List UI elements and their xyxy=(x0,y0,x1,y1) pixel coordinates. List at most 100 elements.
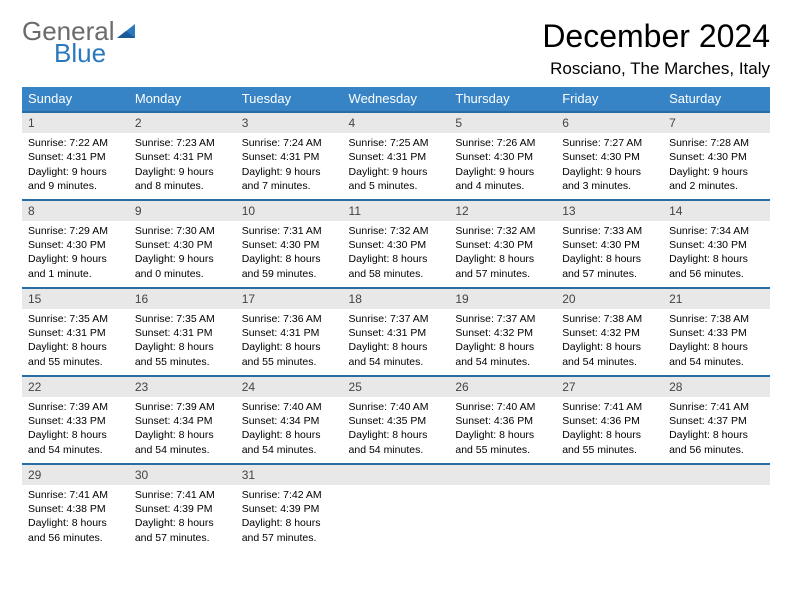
sunrise-line: Sunrise: 7:25 AM xyxy=(349,136,444,150)
day-cell: 3Sunrise: 7:24 AMSunset: 4:31 PMDaylight… xyxy=(236,111,343,199)
daylight-line: Daylight: 8 hours and 56 minutes. xyxy=(669,252,764,280)
sunset-line: Sunset: 4:33 PM xyxy=(669,326,764,340)
empty-day-cell xyxy=(556,463,663,551)
day-body: Sunrise: 7:38 AMSunset: 4:33 PMDaylight:… xyxy=(663,309,770,375)
day-number: 31 xyxy=(236,463,343,485)
sunset-line: Sunset: 4:30 PM xyxy=(669,238,764,252)
sunrise-line: Sunrise: 7:29 AM xyxy=(28,224,123,238)
sunrise-line: Sunrise: 7:41 AM xyxy=(669,400,764,414)
daylight-line: Daylight: 9 hours and 9 minutes. xyxy=(28,165,123,193)
day-body: Sunrise: 7:34 AMSunset: 4:30 PMDaylight:… xyxy=(663,221,770,287)
sunrise-line: Sunrise: 7:39 AM xyxy=(28,400,123,414)
sunrise-line: Sunrise: 7:38 AM xyxy=(669,312,764,326)
day-body: Sunrise: 7:38 AMSunset: 4:32 PMDaylight:… xyxy=(556,309,663,375)
sunrise-line: Sunrise: 7:27 AM xyxy=(562,136,657,150)
day-body: Sunrise: 7:22 AMSunset: 4:31 PMDaylight:… xyxy=(22,133,129,199)
sunrise-line: Sunrise: 7:36 AM xyxy=(242,312,337,326)
daylight-line: Daylight: 8 hours and 58 minutes. xyxy=(349,252,444,280)
logo: General Blue xyxy=(22,18,137,66)
daylight-line: Daylight: 8 hours and 54 minutes. xyxy=(669,340,764,368)
sunset-line: Sunset: 4:31 PM xyxy=(242,326,337,340)
day-cell: 16Sunrise: 7:35 AMSunset: 4:31 PMDayligh… xyxy=(129,287,236,375)
sunrise-line: Sunrise: 7:22 AM xyxy=(28,136,123,150)
day-body: Sunrise: 7:35 AMSunset: 4:31 PMDaylight:… xyxy=(22,309,129,375)
day-body: Sunrise: 7:29 AMSunset: 4:30 PMDaylight:… xyxy=(22,221,129,287)
daylight-line: Daylight: 8 hours and 54 minutes. xyxy=(28,428,123,456)
day-body: Sunrise: 7:37 AMSunset: 4:31 PMDaylight:… xyxy=(343,309,450,375)
sunset-line: Sunset: 4:35 PM xyxy=(349,414,444,428)
day-body: Sunrise: 7:26 AMSunset: 4:30 PMDaylight:… xyxy=(449,133,556,199)
day-body: Sunrise: 7:42 AMSunset: 4:39 PMDaylight:… xyxy=(236,485,343,551)
sunset-line: Sunset: 4:31 PM xyxy=(349,150,444,164)
sunrise-line: Sunrise: 7:40 AM xyxy=(349,400,444,414)
day-cell: 17Sunrise: 7:36 AMSunset: 4:31 PMDayligh… xyxy=(236,287,343,375)
location-text: Rosciano, The Marches, Italy xyxy=(542,59,770,79)
day-cell: 9Sunrise: 7:30 AMSunset: 4:30 PMDaylight… xyxy=(129,199,236,287)
day-cell: 31Sunrise: 7:42 AMSunset: 4:39 PMDayligh… xyxy=(236,463,343,551)
day-cell: 27Sunrise: 7:41 AMSunset: 4:36 PMDayligh… xyxy=(556,375,663,463)
day-body: Sunrise: 7:36 AMSunset: 4:31 PMDaylight:… xyxy=(236,309,343,375)
day-number: 2 xyxy=(129,111,236,133)
empty-day-cell xyxy=(449,463,556,551)
day-body: Sunrise: 7:40 AMSunset: 4:34 PMDaylight:… xyxy=(236,397,343,463)
daylight-line: Daylight: 8 hours and 54 minutes. xyxy=(135,428,230,456)
day-number: 22 xyxy=(22,375,129,397)
daylight-line: Daylight: 8 hours and 57 minutes. xyxy=(455,252,550,280)
day-number: 23 xyxy=(129,375,236,397)
sunrise-line: Sunrise: 7:34 AM xyxy=(669,224,764,238)
sunrise-line: Sunrise: 7:31 AM xyxy=(242,224,337,238)
daylight-line: Daylight: 9 hours and 8 minutes. xyxy=(135,165,230,193)
day-cell: 13Sunrise: 7:33 AMSunset: 4:30 PMDayligh… xyxy=(556,199,663,287)
daylight-line: Daylight: 9 hours and 2 minutes. xyxy=(669,165,764,193)
day-number: 25 xyxy=(343,375,450,397)
calendar-week-row: 1Sunrise: 7:22 AMSunset: 4:31 PMDaylight… xyxy=(22,111,770,199)
day-number: 9 xyxy=(129,199,236,221)
weekday-header: Wednesday xyxy=(343,87,450,111)
sunset-line: Sunset: 4:30 PM xyxy=(455,150,550,164)
sunset-line: Sunset: 4:30 PM xyxy=(669,150,764,164)
day-number xyxy=(343,463,450,485)
daylight-line: Daylight: 8 hours and 55 minutes. xyxy=(455,428,550,456)
sunset-line: Sunset: 4:30 PM xyxy=(455,238,550,252)
day-number xyxy=(449,463,556,485)
day-cell: 1Sunrise: 7:22 AMSunset: 4:31 PMDaylight… xyxy=(22,111,129,199)
weekday-header: Friday xyxy=(556,87,663,111)
daylight-line: Daylight: 8 hours and 57 minutes. xyxy=(242,516,337,544)
day-body: Sunrise: 7:39 AMSunset: 4:34 PMDaylight:… xyxy=(129,397,236,463)
sunrise-line: Sunrise: 7:28 AM xyxy=(669,136,764,150)
empty-day-cell xyxy=(343,463,450,551)
day-number: 10 xyxy=(236,199,343,221)
logo-triangle-icon xyxy=(115,20,137,47)
calendar-week-row: 22Sunrise: 7:39 AMSunset: 4:33 PMDayligh… xyxy=(22,375,770,463)
daylight-line: Daylight: 8 hours and 57 minutes. xyxy=(562,252,657,280)
day-number: 8 xyxy=(22,199,129,221)
sunrise-line: Sunrise: 7:40 AM xyxy=(455,400,550,414)
header-row: General Blue December 2024 Rosciano, The… xyxy=(22,18,770,79)
month-title: December 2024 xyxy=(542,18,770,55)
daylight-line: Daylight: 8 hours and 59 minutes. xyxy=(242,252,337,280)
day-number: 12 xyxy=(449,199,556,221)
calendar-week-row: 15Sunrise: 7:35 AMSunset: 4:31 PMDayligh… xyxy=(22,287,770,375)
sunset-line: Sunset: 4:33 PM xyxy=(28,414,123,428)
sunset-line: Sunset: 4:32 PM xyxy=(455,326,550,340)
day-body: Sunrise: 7:30 AMSunset: 4:30 PMDaylight:… xyxy=(129,221,236,287)
sunset-line: Sunset: 4:30 PM xyxy=(349,238,444,252)
day-body: Sunrise: 7:23 AMSunset: 4:31 PMDaylight:… xyxy=(129,133,236,199)
day-cell: 28Sunrise: 7:41 AMSunset: 4:37 PMDayligh… xyxy=(663,375,770,463)
sunrise-line: Sunrise: 7:42 AM xyxy=(242,488,337,502)
weekday-header: Saturday xyxy=(663,87,770,111)
daylight-line: Daylight: 9 hours and 5 minutes. xyxy=(349,165,444,193)
day-number: 4 xyxy=(343,111,450,133)
day-body: Sunrise: 7:39 AMSunset: 4:33 PMDaylight:… xyxy=(22,397,129,463)
sunset-line: Sunset: 4:30 PM xyxy=(135,238,230,252)
day-number: 1 xyxy=(22,111,129,133)
day-cell: 20Sunrise: 7:38 AMSunset: 4:32 PMDayligh… xyxy=(556,287,663,375)
day-number: 14 xyxy=(663,199,770,221)
sunset-line: Sunset: 4:31 PM xyxy=(28,326,123,340)
sunrise-line: Sunrise: 7:37 AM xyxy=(349,312,444,326)
daylight-line: Daylight: 9 hours and 4 minutes. xyxy=(455,165,550,193)
weekday-header: Thursday xyxy=(449,87,556,111)
day-cell: 15Sunrise: 7:35 AMSunset: 4:31 PMDayligh… xyxy=(22,287,129,375)
weekday-header: Sunday xyxy=(22,87,129,111)
sunrise-line: Sunrise: 7:35 AM xyxy=(135,312,230,326)
